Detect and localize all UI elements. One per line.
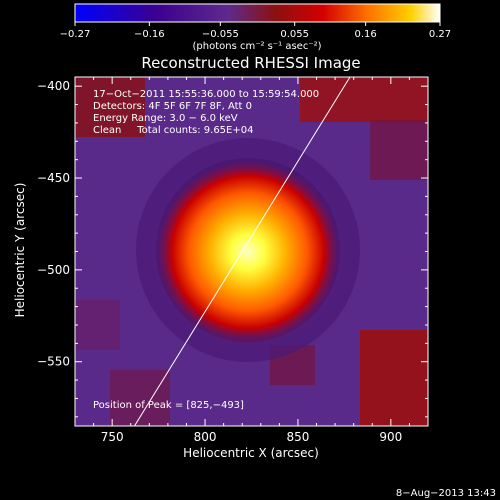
y-tick-label: −450	[37, 171, 70, 185]
y-tick-label: −500	[37, 263, 70, 277]
colorbar-tick-label: 0.055	[280, 29, 309, 40]
info-line-clean: Clean Total counts: 9.65E+04	[93, 125, 253, 136]
x-tick-label: 850	[286, 430, 309, 444]
info-line-detectors: Detectors: 4F 5F 6F 7F 8F, Att 0	[93, 101, 252, 112]
chart-title: Reconstructed RHESSI Image	[141, 54, 360, 72]
x-axis-label: Heliocentric X (arcsec)	[183, 446, 319, 460]
info-line-energy: Energy Range: 3.0 − 6.0 keV	[93, 113, 238, 124]
y-tick-label: −550	[37, 355, 70, 369]
peak-position-label: Position of Peak = [825,−493]	[93, 400, 244, 411]
colorbar-tick-label: −0.16	[134, 29, 165, 40]
y-axis: −550 −500 −450 −400	[37, 79, 428, 418]
y-tick-label: −400	[37, 79, 70, 93]
timestamp: 8−Aug−2013 13:43	[396, 488, 496, 499]
x-tick-label: 750	[101, 430, 124, 444]
colorbar-ticks: −0.27 −0.16 −0.055 0.055 0.16 0.27	[60, 22, 451, 40]
x-tick-label: 800	[194, 430, 217, 444]
colorbar-units: (photons cm⁻² s⁻¹ asec⁻²)	[192, 41, 321, 52]
info-line-time: 17−Oct−2011 15:55:36.000 to 15:59:54.000	[93, 89, 319, 100]
y-axis-label: Heliocentric Y (arcsec)	[13, 183, 27, 318]
colorbar-tick-label: 0.16	[355, 29, 377, 40]
x-axis: 750 800 850 900	[74, 77, 429, 444]
colorbar-tick-label: −0.27	[60, 29, 91, 40]
info-text-block: 17−Oct−2011 15:55:36.000 to 15:59:54.000…	[93, 89, 319, 136]
x-tick-label: 900	[379, 430, 402, 444]
colorbar	[74, 3, 441, 23]
colorbar-tick-label: −0.055	[202, 29, 239, 40]
colorbar-tick-label: 0.27	[429, 29, 451, 40]
solar-limb-line	[134, 77, 351, 426]
